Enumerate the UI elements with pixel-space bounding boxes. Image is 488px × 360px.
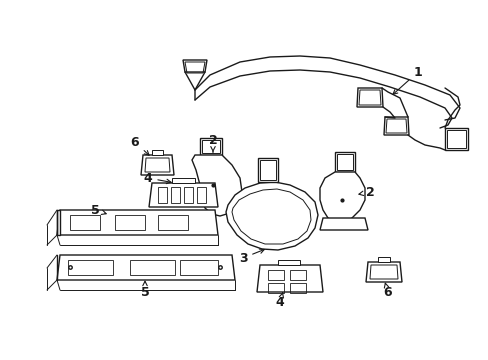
Polygon shape bbox=[319, 172, 364, 222]
Text: 5: 5 bbox=[141, 281, 149, 298]
Polygon shape bbox=[365, 262, 401, 282]
Polygon shape bbox=[192, 155, 242, 216]
Polygon shape bbox=[225, 182, 317, 250]
Polygon shape bbox=[444, 128, 467, 150]
Polygon shape bbox=[57, 210, 218, 235]
Text: 4: 4 bbox=[275, 293, 284, 309]
Polygon shape bbox=[356, 88, 382, 107]
Text: 6: 6 bbox=[130, 135, 149, 155]
Text: 6: 6 bbox=[383, 283, 391, 300]
Polygon shape bbox=[172, 178, 195, 183]
Polygon shape bbox=[57, 255, 235, 280]
Polygon shape bbox=[278, 260, 299, 265]
Polygon shape bbox=[152, 150, 163, 155]
Polygon shape bbox=[383, 117, 408, 135]
Text: 3: 3 bbox=[238, 249, 264, 265]
Polygon shape bbox=[377, 257, 389, 262]
Polygon shape bbox=[319, 218, 367, 230]
Polygon shape bbox=[149, 183, 218, 207]
Polygon shape bbox=[257, 265, 323, 292]
Polygon shape bbox=[57, 210, 60, 235]
Polygon shape bbox=[200, 138, 222, 155]
Polygon shape bbox=[258, 158, 278, 182]
Text: 2: 2 bbox=[358, 185, 374, 198]
Polygon shape bbox=[183, 60, 206, 72]
Text: 2: 2 bbox=[208, 134, 217, 152]
Polygon shape bbox=[334, 152, 354, 172]
Text: 4: 4 bbox=[143, 171, 171, 184]
Text: 5: 5 bbox=[90, 203, 106, 216]
Text: 1: 1 bbox=[392, 66, 422, 94]
Polygon shape bbox=[141, 155, 174, 175]
